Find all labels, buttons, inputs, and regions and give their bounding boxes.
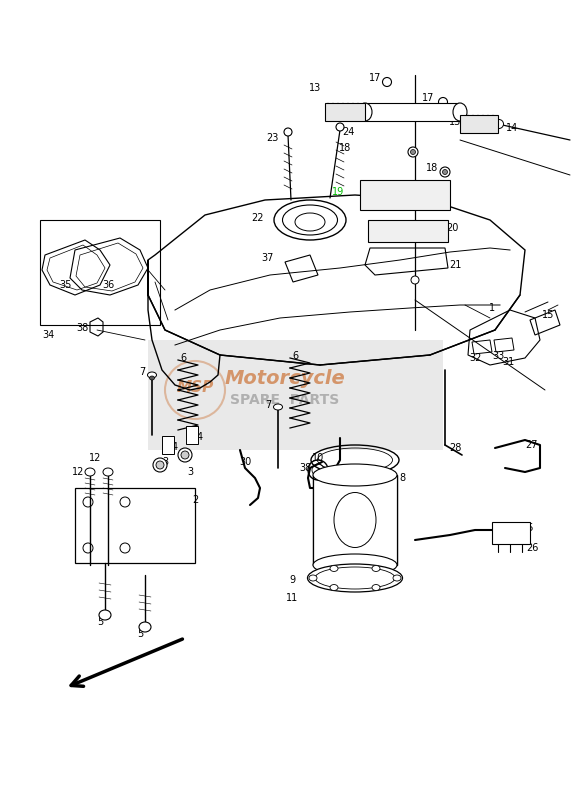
Ellipse shape (411, 276, 419, 284)
Ellipse shape (148, 372, 156, 378)
Ellipse shape (178, 448, 192, 462)
Ellipse shape (153, 458, 167, 472)
Ellipse shape (139, 622, 151, 632)
Ellipse shape (307, 564, 402, 592)
Text: 9: 9 (289, 575, 295, 585)
Text: 8: 8 (399, 473, 405, 483)
Text: 11: 11 (286, 593, 298, 603)
Text: 6: 6 (292, 351, 298, 361)
Ellipse shape (358, 103, 372, 121)
Text: 12: 12 (89, 453, 101, 463)
Text: 28: 28 (449, 443, 461, 453)
Text: MSP: MSP (177, 380, 214, 396)
Bar (40, 220, 160, 325)
Bar (492, 522, 530, 544)
Ellipse shape (330, 566, 338, 571)
Ellipse shape (372, 585, 380, 590)
Text: 2: 2 (192, 495, 198, 505)
Text: 27: 27 (526, 440, 538, 450)
Text: 31: 31 (502, 357, 514, 367)
Text: 20: 20 (446, 223, 458, 233)
Text: 25: 25 (522, 523, 534, 533)
Ellipse shape (85, 468, 95, 476)
Text: 37: 37 (262, 253, 274, 263)
Ellipse shape (149, 376, 155, 380)
Text: 7: 7 (265, 400, 271, 410)
Ellipse shape (453, 103, 467, 121)
Bar (365, 103, 460, 121)
Ellipse shape (156, 461, 164, 469)
Text: 29: 29 (326, 487, 338, 497)
Text: 34: 34 (42, 330, 54, 340)
Bar (325, 103, 365, 121)
Ellipse shape (440, 167, 450, 177)
Text: 32: 32 (469, 353, 481, 363)
Ellipse shape (99, 610, 111, 620)
Bar (460, 115, 498, 133)
Text: 7: 7 (139, 367, 145, 377)
Text: 17: 17 (422, 93, 434, 103)
Text: 4: 4 (197, 432, 203, 442)
Bar (313, 475, 397, 565)
Text: 1: 1 (489, 303, 495, 313)
Ellipse shape (330, 585, 338, 590)
Text: 38: 38 (299, 463, 311, 473)
Text: 33: 33 (492, 351, 504, 361)
Text: 13: 13 (449, 117, 461, 127)
Text: 38: 38 (76, 323, 88, 333)
Bar (186, 426, 198, 444)
Text: Motorcycle: Motorcycle (225, 368, 346, 388)
Ellipse shape (494, 120, 504, 129)
Text: SPARE  PARTS: SPARE PARTS (230, 393, 340, 407)
Ellipse shape (383, 78, 391, 86)
Text: 14: 14 (506, 123, 518, 133)
Text: 16: 16 (342, 103, 354, 113)
Text: 6: 6 (180, 353, 186, 363)
Text: 17: 17 (369, 73, 381, 83)
Text: 22: 22 (252, 213, 264, 223)
Text: 21: 21 (449, 260, 461, 270)
Text: 23: 23 (266, 133, 278, 143)
Text: 24: 24 (342, 127, 354, 137)
Ellipse shape (284, 128, 292, 136)
Bar (148, 340, 443, 450)
Text: 3: 3 (187, 467, 193, 477)
Text: 12: 12 (72, 467, 84, 477)
Text: 5: 5 (97, 617, 103, 627)
Ellipse shape (313, 554, 397, 576)
Text: 30: 30 (239, 457, 251, 467)
Text: 5: 5 (137, 629, 143, 639)
Bar (368, 220, 448, 242)
Text: 19: 19 (332, 187, 344, 197)
Ellipse shape (103, 468, 113, 476)
Text: 36: 36 (102, 280, 114, 290)
Text: 13: 13 (309, 83, 321, 93)
Text: 15: 15 (542, 310, 554, 320)
Ellipse shape (442, 169, 448, 174)
Ellipse shape (336, 123, 344, 131)
Bar (75, 488, 195, 563)
Text: 26: 26 (526, 543, 538, 553)
Ellipse shape (309, 575, 317, 581)
Bar (162, 436, 174, 454)
Ellipse shape (372, 566, 380, 571)
Text: 18: 18 (426, 163, 438, 173)
Bar (360, 180, 450, 210)
Ellipse shape (393, 575, 401, 581)
Text: 18: 18 (339, 143, 351, 153)
Ellipse shape (408, 147, 418, 157)
Ellipse shape (411, 149, 416, 154)
Ellipse shape (313, 464, 397, 486)
Ellipse shape (181, 451, 189, 459)
Ellipse shape (273, 404, 283, 410)
Text: 10: 10 (312, 453, 324, 463)
Ellipse shape (438, 97, 448, 106)
Text: 4: 4 (172, 442, 178, 452)
Text: 35: 35 (59, 280, 71, 290)
Text: 3: 3 (162, 457, 168, 467)
